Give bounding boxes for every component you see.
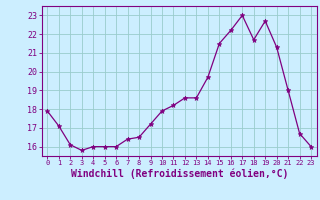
X-axis label: Windchill (Refroidissement éolien,°C): Windchill (Refroidissement éolien,°C) (70, 169, 288, 179)
